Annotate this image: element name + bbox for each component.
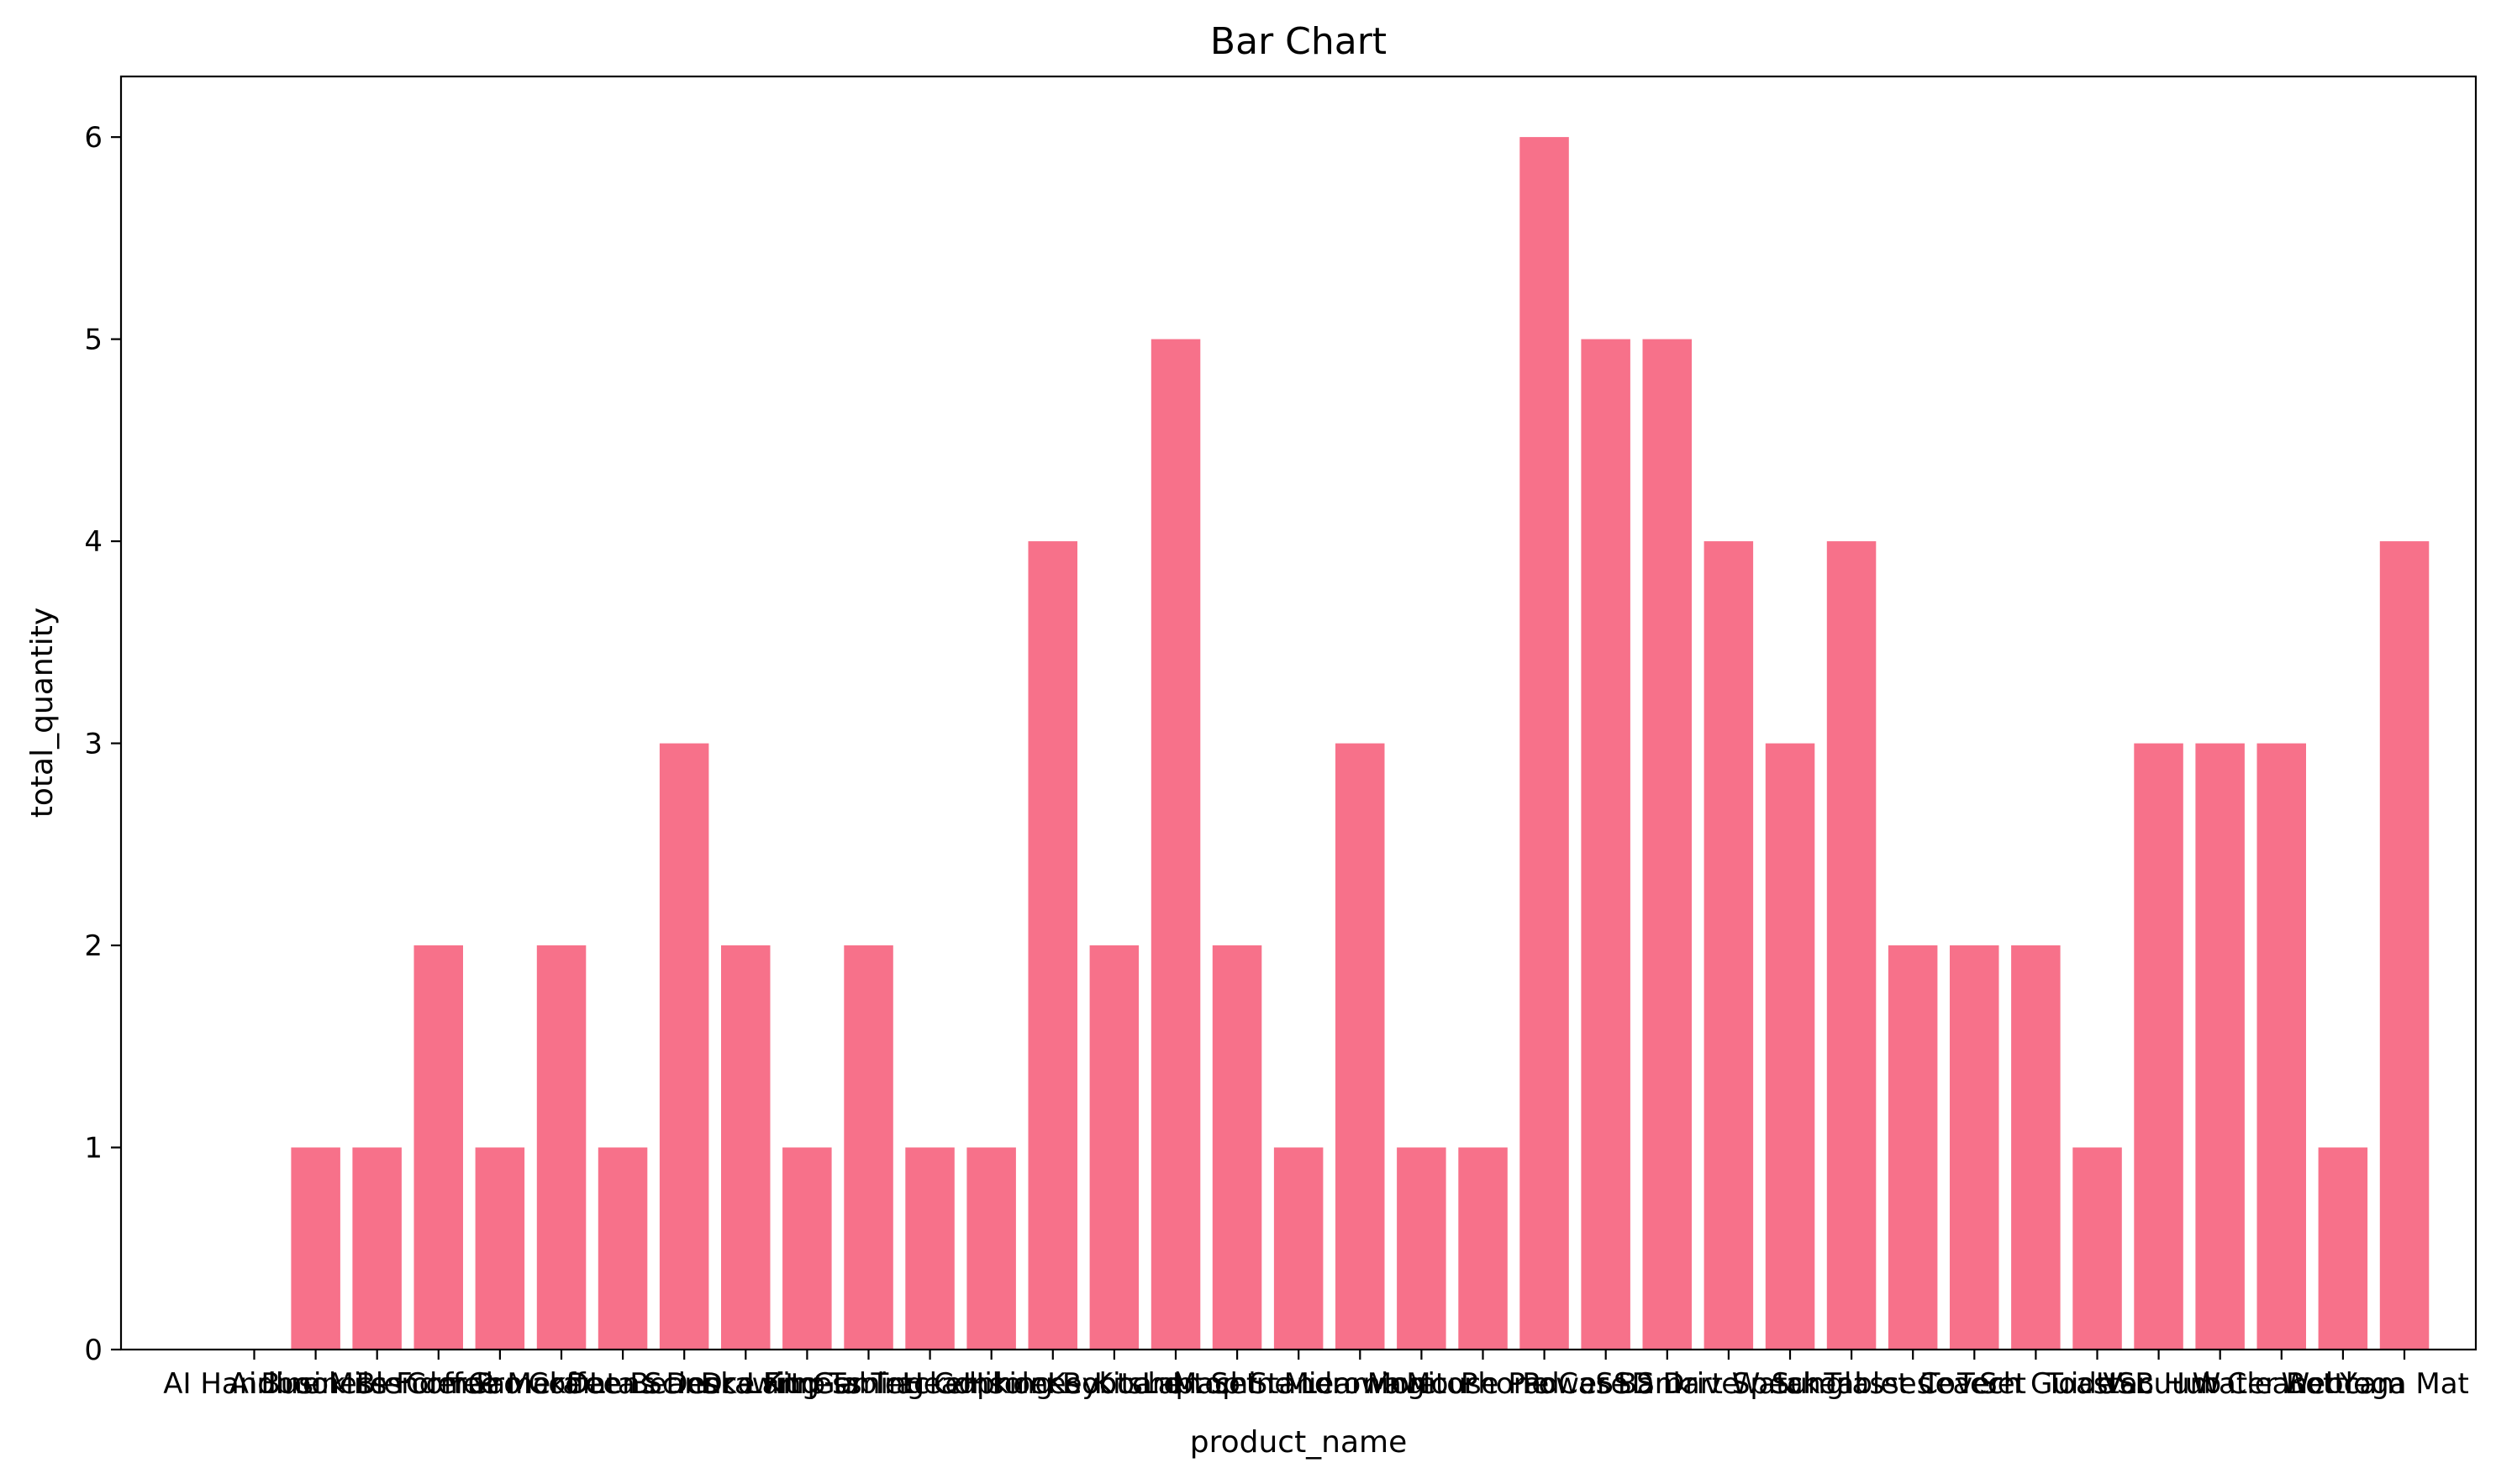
- bar-webcam: [2318, 1147, 2368, 1350]
- bar-tech-guide: [2011, 945, 2061, 1350]
- bar-camera-lens: [536, 945, 587, 1350]
- bar-blender-pro: [413, 945, 463, 1350]
- x-tick-label: Business Formal: [261, 1367, 493, 1401]
- bar-business-formal: [352, 1147, 402, 1350]
- bar-airline-miles: [291, 1147, 340, 1350]
- x-tick-label: Camera Lens: [468, 1367, 656, 1401]
- bar-tablet-cover: [1888, 945, 1938, 1350]
- y-tick-label: 4: [84, 525, 103, 559]
- bar-power-bank: [1581, 339, 1630, 1350]
- x-tick-label: Smart Watch: [1636, 1367, 1821, 1401]
- x-axis-label: product_name: [1190, 1425, 1408, 1460]
- x-tick-label: Headphones: [902, 1367, 1081, 1401]
- chart-title: Bar Chart: [1210, 20, 1387, 63]
- bar-kitchen-set: [1151, 339, 1201, 1350]
- bar-hiking-boots: [1028, 541, 1077, 1350]
- bar-fitness-tracker: [844, 945, 893, 1350]
- y-tick-label: 1: [84, 1132, 103, 1166]
- y-tick-label: 2: [84, 929, 103, 963]
- bar-headphones: [966, 1147, 1016, 1350]
- bar-desk-lamp: [721, 945, 771, 1350]
- y-axis-label: total_quantity: [25, 608, 60, 818]
- x-tick-label: Mouse Pad: [1406, 1367, 1560, 1401]
- bar-sunglasses: [1826, 541, 1877, 1350]
- x-tick-label: Kitchen Set: [1094, 1367, 1257, 1401]
- x-tick-label: Webcam: [2282, 1367, 2405, 1401]
- x-tick-label: Monitor: [1367, 1367, 1476, 1401]
- x-tick-label: Phone Case: [1461, 1367, 1628, 1401]
- x-tick-label: Tablet Cover: [1823, 1367, 2002, 1401]
- x-tick-label: Laptop Stand: [1142, 1367, 1333, 1401]
- x-tick-label: Sunglasses: [1772, 1367, 1932, 1401]
- y-tick-label: 5: [84, 324, 103, 357]
- x-tick-label: SSD Drive: [1595, 1367, 1739, 1401]
- bar-coffee-maker: [475, 1147, 525, 1350]
- bar-mouse-pad: [1458, 1147, 1508, 1350]
- plot-frame: [119, 75, 2478, 1351]
- x-tick-label: Airline Miles: [229, 1367, 403, 1401]
- bar-drawing-tablet: [782, 1147, 832, 1350]
- bar-water-bottle: [2256, 743, 2306, 1350]
- x-tick-label: Tea Set: [1922, 1367, 2026, 1401]
- bar-tea-set: [1950, 945, 1999, 1350]
- x-tick-label: Machine Learning: [1172, 1367, 1425, 1401]
- x-tick-label: Data Science Kit: [566, 1367, 802, 1401]
- x-tick-label: Tech Guide: [1956, 1367, 2114, 1401]
- bar-speaker: [1765, 743, 1815, 1350]
- x-tick-label: Desk Lamp: [666, 1367, 825, 1401]
- x-tick-label: Keyboard: [1047, 1367, 1182, 1401]
- x-tick-label: Coffee Maker: [406, 1367, 594, 1401]
- bar-gaming-console: [905, 1147, 955, 1350]
- x-tick-label: AI Handbook: [163, 1367, 345, 1401]
- x-tick-label: Vacuum Cleaner: [2103, 1367, 2337, 1401]
- bar-microwave: [1335, 743, 1385, 1350]
- x-tick-label: Power Bank: [1522, 1367, 1689, 1401]
- bar-machine-learning: [1273, 1147, 1324, 1350]
- x-tick-label: Yoga Mat: [2339, 1367, 2469, 1401]
- x-tick-label: Hiking Boots: [963, 1367, 1143, 1401]
- bar-ssd-drive: [1642, 339, 1692, 1350]
- bar-data-science-kit: [659, 743, 709, 1350]
- bar-usb-hub: [2134, 743, 2183, 1350]
- bar-monitor: [1397, 1147, 1446, 1350]
- bar-phone-case: [1519, 137, 1569, 1350]
- x-tick-label: Water Bottle: [2193, 1367, 2371, 1401]
- y-axis-ticks: 0 1 2 3 4 5 6: [84, 121, 121, 1367]
- x-tick-label: Toaster: [2045, 1367, 2149, 1401]
- y-tick-label: 3: [84, 728, 103, 761]
- x-tick-label: Drawing Tablet: [701, 1367, 914, 1401]
- bar-smart-watch: [1703, 541, 1754, 1350]
- bar-toaster: [2072, 1147, 2122, 1350]
- x-tick-label: USB Hub: [2096, 1367, 2221, 1401]
- x-tick-label: Gaming Console: [813, 1367, 1047, 1401]
- bars-group: [291, 137, 2430, 1350]
- x-tick-label: Fitness Tracker: [763, 1367, 974, 1401]
- x-tick-label: Blender Pro: [356, 1367, 521, 1401]
- bar-vacuum-cleaner: [2195, 743, 2245, 1350]
- bar-keyboard: [1089, 945, 1140, 1350]
- x-tick-label: Speaker: [1732, 1367, 1848, 1401]
- bar-yoga-mat: [2379, 541, 2430, 1350]
- bar-coffee-beans: [598, 1147, 648, 1350]
- y-tick-label: 6: [84, 121, 103, 155]
- x-tick-label: Microwave: [1284, 1367, 1436, 1401]
- y-tick-label: 0: [84, 1334, 103, 1367]
- x-tick-label: Coffee Beans: [529, 1367, 718, 1401]
- bar-laptop-stand: [1212, 945, 1262, 1350]
